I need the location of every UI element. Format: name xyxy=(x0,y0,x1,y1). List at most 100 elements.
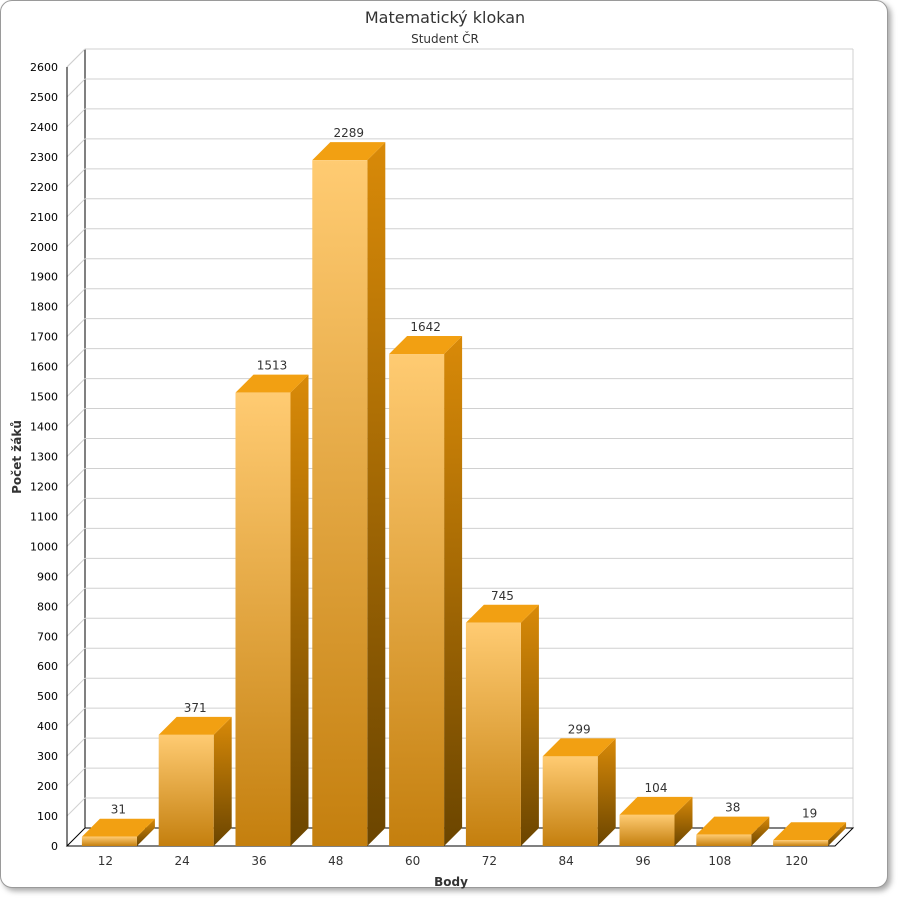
bar-top xyxy=(773,822,847,841)
gridline-wall xyxy=(66,408,86,427)
x-tick-label: 24 xyxy=(175,854,190,868)
y-tick-label: 400 xyxy=(37,720,58,733)
bar-top xyxy=(696,816,770,835)
gridline-wall xyxy=(66,647,86,667)
x-tick-label: 84 xyxy=(559,854,574,868)
gridline-wall xyxy=(66,557,86,577)
data-label: 299 xyxy=(568,722,591,736)
bar-top xyxy=(619,796,693,815)
y-tick-label: 100 xyxy=(37,810,58,823)
bar-side xyxy=(213,716,232,846)
y-tick-label: 200 xyxy=(37,780,58,793)
gridline-wall xyxy=(66,348,86,367)
y-tick-label: 1100 xyxy=(30,510,58,523)
y-tick-label: 700 xyxy=(37,630,58,643)
y-tick-label: 2600 xyxy=(30,61,58,74)
gridline-wall xyxy=(66,617,86,637)
data-label: 31 xyxy=(111,803,126,817)
x-axis-title: Body xyxy=(434,875,468,889)
bar xyxy=(696,834,752,846)
y-tick-label: 1000 xyxy=(30,540,58,553)
x-tick-label: 12 xyxy=(98,854,113,868)
y-tick-label: 600 xyxy=(37,660,58,673)
gridline-wall xyxy=(66,498,86,517)
gridline-wall xyxy=(66,108,86,128)
data-label: 1642 xyxy=(410,320,441,334)
bar xyxy=(465,622,521,846)
x-tick-label: 60 xyxy=(405,854,420,868)
y-tick-label: 1800 xyxy=(30,301,58,314)
y-tick-label: 500 xyxy=(37,690,58,703)
bar xyxy=(235,392,291,846)
y-tick-label: 300 xyxy=(37,750,58,763)
y-tick-label: 2000 xyxy=(30,241,58,254)
gridline-wall xyxy=(66,438,86,457)
data-label: 19 xyxy=(802,806,817,820)
bar xyxy=(542,756,598,846)
gridline-wall xyxy=(66,587,86,607)
data-label: 371 xyxy=(184,701,207,715)
data-label: 745 xyxy=(491,589,514,603)
gridline-wall xyxy=(66,767,86,787)
bar-side xyxy=(520,604,539,846)
bar-side xyxy=(444,336,463,846)
y-tick-label: 900 xyxy=(37,570,58,583)
y-tick-label: 1600 xyxy=(30,361,58,374)
bar xyxy=(81,836,137,846)
gridline-wall xyxy=(66,198,86,218)
x-tick-label: 36 xyxy=(251,854,266,868)
x-tick-label: 96 xyxy=(635,854,650,868)
y-tick-label: 1900 xyxy=(30,271,58,284)
y-tick-label: 1200 xyxy=(30,480,58,493)
x-tick-label: 120 xyxy=(785,854,808,868)
data-label: 104 xyxy=(645,781,668,795)
data-label: 38 xyxy=(725,801,740,815)
bar-side xyxy=(828,822,847,846)
gridline-wall xyxy=(66,677,86,697)
y-tick-label: 2300 xyxy=(30,151,58,164)
bar xyxy=(619,814,675,846)
gridline-wall xyxy=(66,737,86,757)
bar-top xyxy=(158,716,232,735)
gridline-wall xyxy=(66,228,86,248)
bar-side xyxy=(751,816,770,846)
gridline-wall xyxy=(66,258,86,278)
y-tick-label: 1500 xyxy=(30,391,58,404)
bar xyxy=(158,734,214,846)
gridline-wall xyxy=(66,168,86,188)
bar-top xyxy=(465,604,539,623)
bar-side xyxy=(290,374,309,846)
chart-title: Matematický klokan xyxy=(364,8,526,27)
bar xyxy=(773,840,829,846)
gridline-wall xyxy=(66,138,86,158)
gridline-wall xyxy=(66,318,86,338)
gridline-wall xyxy=(66,468,86,487)
gridline-wall xyxy=(66,48,86,68)
x-tick-label: 48 xyxy=(328,854,343,868)
y-tick-label: 800 xyxy=(37,600,58,613)
y-tick-label: 2100 xyxy=(30,211,58,224)
y-tick-label: 2200 xyxy=(30,181,58,194)
y-axis-title: Počet žáků xyxy=(10,420,24,494)
y-tick-label: 2500 xyxy=(30,91,58,104)
bar-side xyxy=(674,796,693,846)
x-tick-label: 72 xyxy=(482,854,497,868)
y-tick-label: 0 xyxy=(51,840,58,853)
gridline-wall xyxy=(66,797,86,817)
bar xyxy=(312,160,368,846)
bar xyxy=(389,354,445,846)
gridline-wall xyxy=(66,288,86,308)
y-tick-label: 1700 xyxy=(30,331,58,344)
bar-top xyxy=(389,336,463,355)
data-label: 1513 xyxy=(257,359,288,373)
bar-side xyxy=(367,142,386,846)
x-tick-label: 108 xyxy=(708,854,731,868)
gridline-wall xyxy=(66,78,86,98)
y-tick-label: 2400 xyxy=(30,121,58,134)
gridline-wall xyxy=(66,528,86,547)
bar-side xyxy=(597,738,616,846)
bar-top xyxy=(81,818,155,837)
gridline-wall xyxy=(66,378,86,397)
y-tick-label: 1300 xyxy=(30,451,58,464)
